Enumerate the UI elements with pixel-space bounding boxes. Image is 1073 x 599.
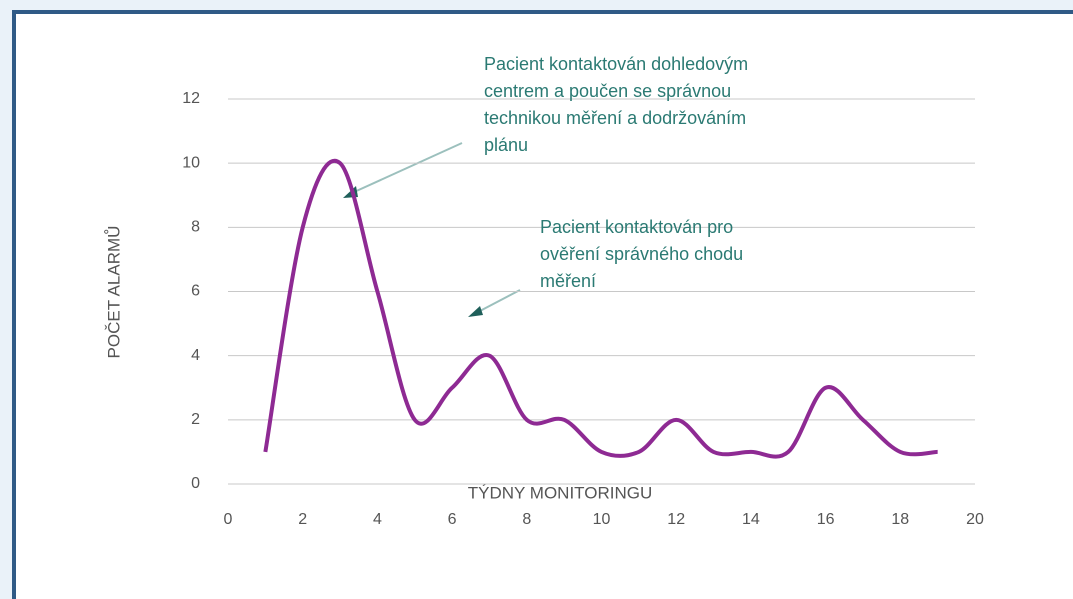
x-tick-label: 18	[891, 511, 909, 528]
x-tick-label: 0	[224, 511, 233, 528]
x-axis-label: TÝDNY MONITORINGU	[468, 483, 653, 502]
arrowhead	[468, 306, 483, 317]
x-tick-label: 12	[667, 511, 685, 528]
x-tick-label: 4	[373, 511, 382, 528]
x-tick-label: 20	[966, 511, 984, 528]
annotation: technikou měření a dodržováním	[484, 108, 746, 128]
x-tick-label: 6	[448, 511, 457, 528]
y-tick-label: 2	[191, 411, 200, 428]
x-tick-label: 2	[298, 511, 307, 528]
annotation: měření	[540, 271, 596, 291]
annotation-arrow	[477, 289, 521, 313]
annotation-arrow	[351, 142, 463, 194]
annotation: centrem a poučen se správnou	[484, 81, 731, 101]
y-axis-label: POČET ALARMŮ	[104, 226, 123, 359]
x-tick-label: 10	[593, 511, 611, 528]
y-tick-label: 0	[191, 475, 200, 492]
data-line	[263, 159, 938, 459]
annotation: plánu	[484, 135, 528, 155]
y-tick-label: 6	[191, 283, 200, 300]
panel	[12, 10, 1073, 599]
y-tick-label: 10	[182, 154, 200, 171]
annotation: Pacient kontaktován dohledovým	[484, 54, 748, 74]
annotation: ověření správného chodu	[540, 244, 743, 264]
y-tick-label: 8	[191, 219, 200, 236]
x-tick-label: 16	[817, 511, 835, 528]
y-tick-label: 4	[191, 347, 200, 364]
x-tick-label: 8	[522, 511, 531, 528]
annotation: Pacient kontaktován pro	[540, 217, 733, 237]
y-tick-label: 12	[182, 90, 200, 107]
x-tick-label: 14	[742, 511, 760, 528]
